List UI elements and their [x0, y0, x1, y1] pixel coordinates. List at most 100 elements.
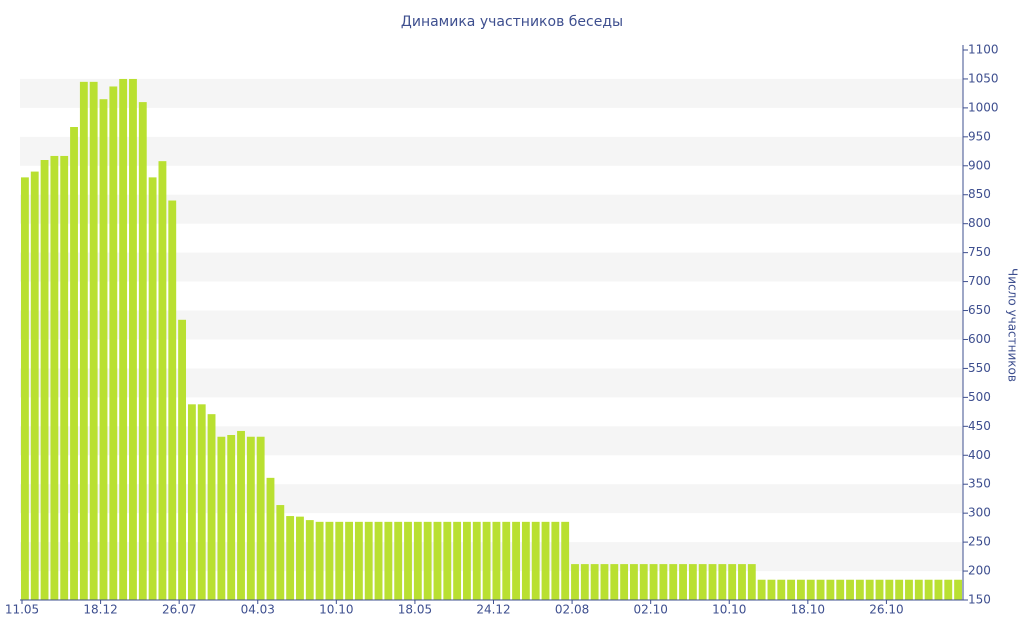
bar: [148, 177, 157, 601]
bar: [688, 564, 697, 600]
y-tick-label: 250: [968, 535, 991, 549]
bar: [846, 579, 854, 600]
grid-band: [20, 368, 963, 398]
x-tick-label: 04.03: [241, 603, 275, 617]
y-tick-label: 800: [968, 216, 991, 230]
y-axis-label: Число участников: [1006, 268, 1020, 382]
bar: [679, 564, 687, 600]
bar: [610, 564, 619, 600]
bar: [296, 516, 304, 600]
y-tick-label: 900: [968, 158, 991, 172]
bar: [158, 161, 167, 600]
y-tick-label: 400: [968, 448, 991, 462]
bar: [482, 521, 491, 600]
bar: [502, 521, 511, 600]
bar: [345, 521, 353, 600]
x-tick-label: 11.05: [5, 603, 39, 617]
x-tick-label: 10.10: [712, 603, 746, 617]
bar: [178, 319, 187, 600]
bar: [944, 579, 953, 600]
bar: [924, 579, 933, 600]
y-tick-label: 200: [968, 564, 991, 578]
bar: [207, 414, 216, 600]
y-tick-label: 950: [968, 129, 991, 143]
x-tick-label: 26.07: [162, 603, 196, 617]
bar: [620, 564, 629, 600]
bar: [315, 521, 324, 600]
bar: [20, 177, 29, 601]
bar: [197, 404, 206, 600]
bar: [590, 564, 599, 600]
bar: [865, 579, 874, 600]
grid-band: [20, 310, 963, 340]
bar: [855, 579, 864, 600]
bar: [413, 521, 422, 600]
bar: [364, 521, 373, 600]
bar: [914, 579, 923, 600]
bar: [541, 521, 550, 600]
bar: [443, 521, 452, 600]
bar: [394, 521, 403, 600]
bar: [119, 78, 128, 600]
bar: [551, 521, 560, 600]
bar: [600, 564, 609, 600]
bar: [767, 579, 776, 600]
bar: [109, 86, 118, 600]
bar: [816, 579, 825, 600]
y-tick-label: 1100: [968, 43, 999, 57]
y-tick-label: 450: [968, 419, 991, 433]
bar: [276, 505, 285, 600]
bar: [433, 521, 442, 600]
bar: [806, 579, 815, 600]
bar: [630, 564, 638, 600]
bar: [237, 430, 245, 600]
bar: [649, 564, 658, 600]
bar: [580, 564, 589, 600]
y-tick-label: 300: [968, 506, 991, 520]
bar: [374, 521, 383, 600]
bar: [659, 564, 668, 600]
x-tick-label: 26.10: [869, 603, 903, 617]
bar: [757, 579, 766, 600]
y-tick-label: 150: [968, 593, 991, 607]
bar: [472, 521, 481, 600]
bar: [423, 521, 432, 600]
bar: [463, 521, 471, 600]
bar: [777, 579, 786, 600]
bar: [531, 521, 540, 600]
y-tick-label: 700: [968, 274, 991, 288]
bar: [354, 521, 363, 600]
y-tick-label: 650: [968, 303, 991, 317]
bar: [728, 564, 737, 600]
grid-band: [20, 426, 963, 456]
y-tick-label: 850: [968, 187, 991, 201]
grid-band: [20, 542, 963, 572]
bar: [266, 477, 275, 600]
bar: [796, 579, 805, 600]
grid-band: [20, 194, 963, 224]
y-tick-label: 350: [968, 477, 991, 491]
bar: [246, 436, 255, 600]
bar: [639, 564, 648, 600]
bar: [492, 521, 501, 600]
bar: [708, 564, 717, 600]
x-tick-label: 10.10: [319, 603, 353, 617]
x-tick-label: 02.10: [633, 603, 667, 617]
bar: [836, 579, 845, 600]
y-tick-label: 500: [968, 390, 991, 404]
bar: [512, 521, 520, 600]
bar: [521, 521, 530, 600]
bar: [286, 516, 295, 600]
bar: [384, 521, 393, 600]
bar: [187, 404, 196, 600]
bar: [129, 78, 137, 600]
bar: [138, 102, 147, 601]
y-tick-label: 1000: [968, 100, 999, 114]
bar: [404, 521, 412, 600]
bar: [30, 171, 39, 600]
bar: [335, 521, 344, 600]
bar: [698, 564, 707, 600]
bar: [168, 200, 177, 601]
x-tick-label: 24.12: [476, 603, 510, 617]
